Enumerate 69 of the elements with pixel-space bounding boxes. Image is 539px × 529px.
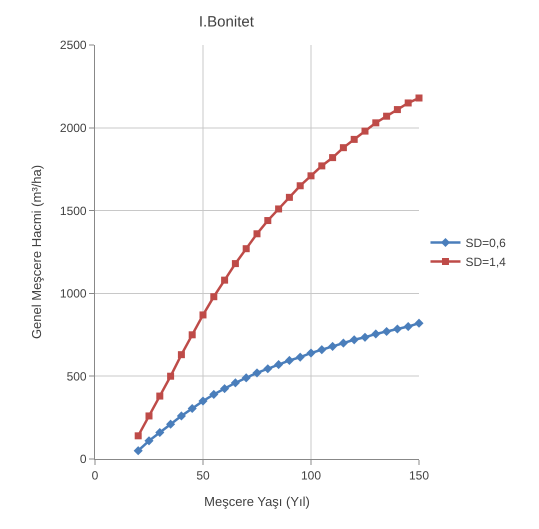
x-tick-label: 50 bbox=[196, 468, 210, 482]
point bbox=[263, 364, 272, 374]
point bbox=[329, 154, 336, 162]
y-axis-title: Genel Meşcere Hacmi (m³/ha) bbox=[28, 164, 44, 340]
point bbox=[340, 144, 347, 152]
chart-title: I.Bonitet bbox=[198, 13, 255, 30]
point bbox=[318, 162, 326, 170]
point bbox=[414, 318, 424, 328]
point bbox=[317, 345, 326, 354]
y-tick-label: 2500 bbox=[60, 38, 87, 52]
legend-label: SD=0,6 bbox=[465, 236, 506, 250]
point bbox=[371, 329, 380, 339]
point bbox=[264, 217, 272, 224]
x-tick-label: 0 bbox=[92, 468, 99, 482]
point bbox=[308, 172, 314, 180]
point bbox=[252, 368, 262, 378]
point bbox=[383, 112, 390, 120]
point bbox=[242, 245, 250, 252]
point bbox=[166, 420, 176, 429]
point bbox=[209, 390, 218, 399]
point bbox=[156, 392, 164, 400]
point bbox=[394, 106, 401, 114]
point bbox=[188, 404, 197, 414]
point bbox=[230, 378, 240, 388]
x-axis-title: Meşcere Yaşı (Yıl) bbox=[204, 494, 310, 509]
point bbox=[404, 99, 412, 106]
y-tick-label: 1500 bbox=[60, 204, 87, 218]
point bbox=[362, 128, 368, 135]
point bbox=[350, 335, 359, 344]
point bbox=[200, 311, 206, 318]
point bbox=[176, 411, 186, 420]
point bbox=[306, 348, 316, 358]
point bbox=[328, 342, 338, 351]
point bbox=[188, 331, 196, 338]
point bbox=[254, 230, 260, 238]
point bbox=[275, 205, 282, 212]
point bbox=[338, 338, 348, 348]
point bbox=[146, 412, 152, 420]
x-tick-label: 150 bbox=[408, 468, 430, 482]
point bbox=[284, 356, 294, 366]
point bbox=[296, 352, 305, 362]
y-tick-label: 0 bbox=[80, 452, 87, 466]
point bbox=[404, 322, 413, 332]
point bbox=[382, 326, 392, 336]
point bbox=[274, 360, 284, 370]
y-tick-label: 2000 bbox=[60, 121, 87, 135]
point bbox=[416, 94, 422, 102]
point bbox=[286, 194, 293, 201]
point bbox=[350, 136, 358, 143]
point bbox=[155, 428, 164, 438]
y-tick-label: 1000 bbox=[60, 286, 87, 301]
point bbox=[242, 373, 251, 382]
point bbox=[198, 396, 208, 406]
point bbox=[296, 182, 304, 190]
point bbox=[167, 372, 174, 380]
point bbox=[220, 384, 230, 394]
y-tick-label: 500 bbox=[66, 369, 87, 384]
point bbox=[134, 432, 142, 440]
x-tick-label: 100 bbox=[300, 468, 322, 482]
point bbox=[210, 293, 218, 300]
point bbox=[360, 332, 370, 342]
point bbox=[372, 119, 380, 126]
point bbox=[144, 436, 154, 446]
point bbox=[232, 260, 239, 268]
legend-label: SD=1,4 bbox=[465, 255, 506, 270]
point bbox=[134, 446, 143, 456]
point bbox=[178, 351, 185, 358]
point bbox=[221, 276, 228, 284]
point bbox=[392, 324, 402, 334]
